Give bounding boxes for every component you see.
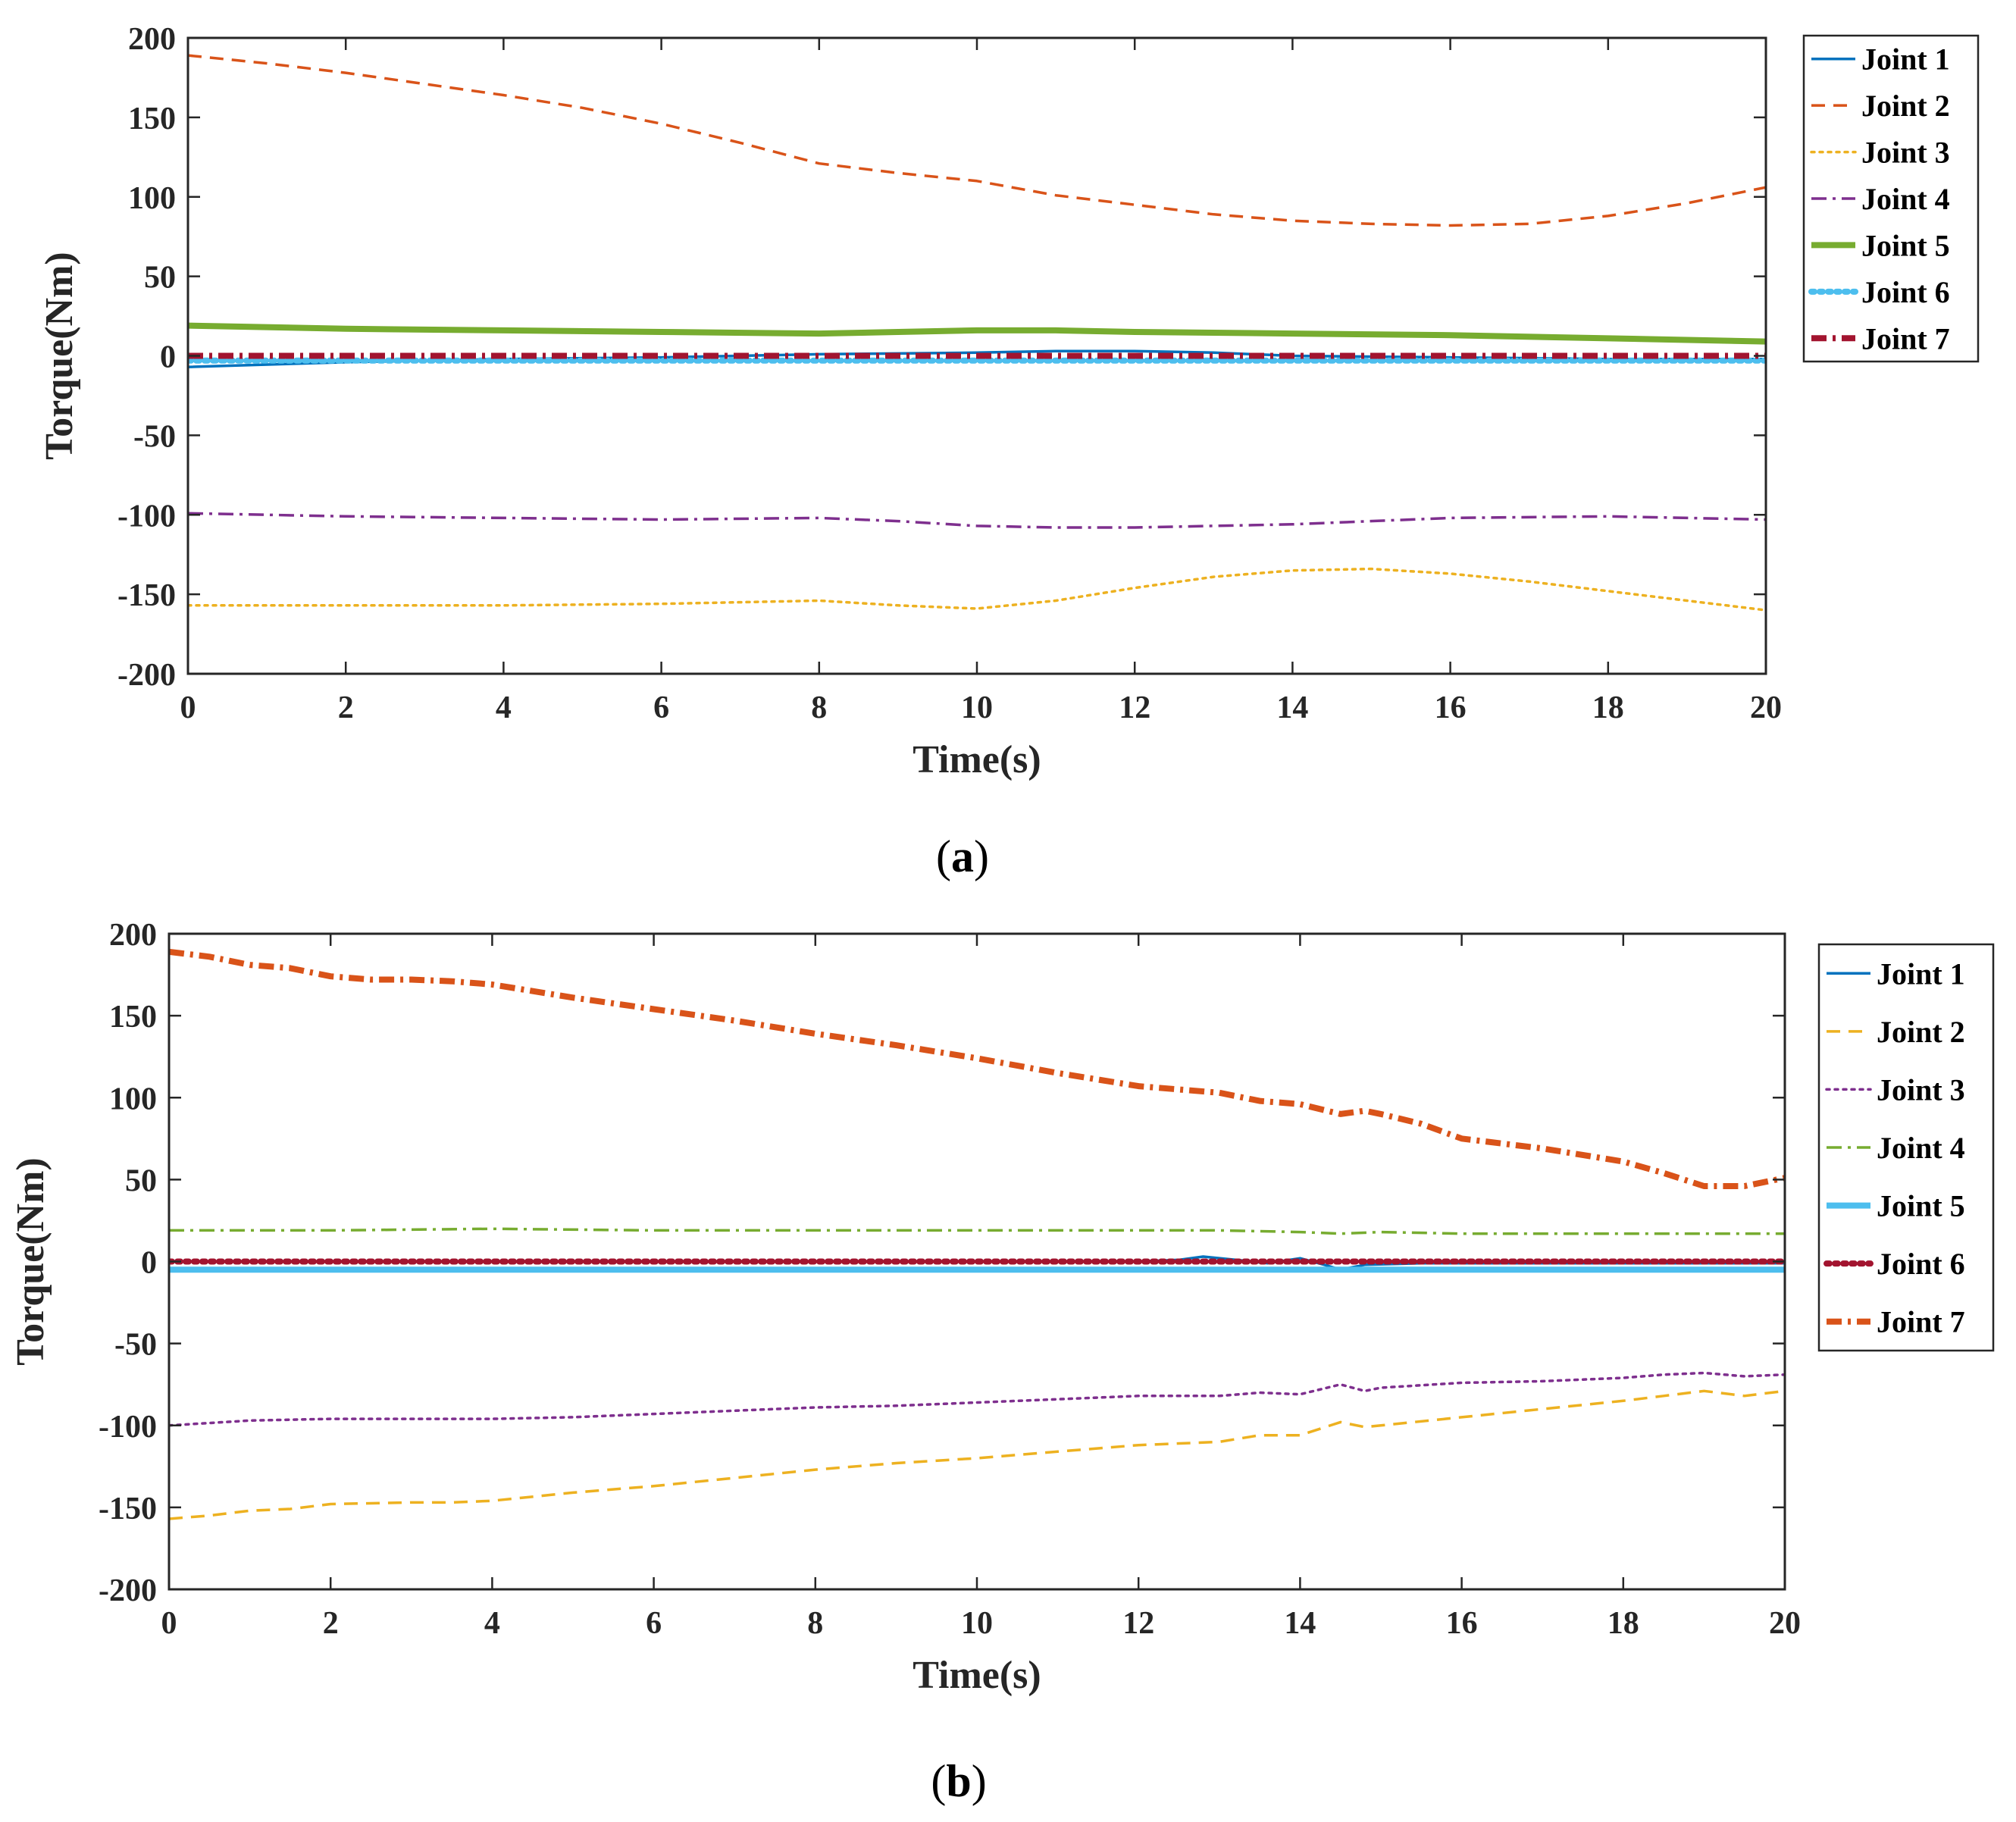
chart-b: 0 2 4 6 8 10 12 14 16 18 20 200 150 100 50 0 -50 -100 -150… (9, 918, 1995, 1806)
x-tick-label: 14 (1284, 1606, 1316, 1641)
legend: Joint 1 Joint 2 Joint 3 Joint 4 Joint 5 Joint… (1817, 943, 1995, 1352)
legend-entry-label: Joint 7 (1877, 1305, 1965, 1339)
x-tick-label: 2 (338, 690, 354, 725)
y-tick-label: 0 (141, 1246, 157, 1281)
y-tick-label: -200 (117, 658, 176, 693)
figure-caption: (b) (931, 1756, 986, 1806)
legend: Joint 1 Joint 2 Joint 3 Joint 4 Joint 5 Joint… (1802, 34, 1980, 363)
y-tick-label: -150 (117, 578, 176, 613)
legend-entry-label: Joint 3 (1861, 136, 1950, 170)
x-tick-label: 16 (1446, 1606, 1478, 1641)
x-tick-label: 6 (653, 690, 669, 725)
x-tick-label: 10 (961, 1606, 993, 1641)
y-tick-label: -100 (99, 1410, 157, 1445)
chart-a: 0 2 4 6 8 10 12 14 16 18 20 200 150 100 50 0 -50 -100 -150… (38, 22, 1980, 881)
legend-entry-label: Joint 4 (1861, 182, 1950, 216)
legend-entry-label: Joint 1 (1861, 42, 1950, 77)
x-tick-label: 6 (646, 1606, 662, 1641)
x-tick-label: 20 (1769, 1606, 1801, 1641)
legend-entry-label: Joint 5 (1877, 1189, 1965, 1223)
series-lines (188, 54, 1766, 612)
y-tick-label: -100 (117, 499, 176, 534)
series-line-joint-2 (169, 1389, 1785, 1520)
y-tick-label: -50 (133, 419, 176, 454)
x-axis-label: Time(s) (913, 738, 1041, 781)
y-tick-label: 200 (128, 22, 176, 57)
legend-entry-label: Joint 6 (1877, 1247, 1965, 1281)
legend-entry-label: Joint 6 (1861, 275, 1950, 309)
legend-entry-label: Joint 3 (1877, 1072, 1965, 1107)
y-tick-label: -50 (114, 1328, 157, 1363)
x-tick-label: 20 (1750, 690, 1782, 725)
x-tick-label: 12 (1122, 1606, 1154, 1641)
y-tick-label: -150 (99, 1492, 157, 1526)
x-tick-label: 8 (807, 1606, 823, 1641)
y-tick-label: 50 (144, 261, 176, 296)
y-tick-label: 0 (160, 340, 176, 375)
x-tick-label: 8 (811, 690, 827, 725)
legend-entry-label: Joint 2 (1877, 1015, 1965, 1049)
y-tick-label: 200 (109, 918, 157, 953)
legend-entry-label: Joint 4 (1877, 1131, 1965, 1165)
legend-entry-label: Joint 2 (1861, 89, 1950, 123)
series-line-joint-7 (169, 948, 1785, 1189)
series-line-joint-2 (188, 54, 1766, 227)
y-axis-label: Torque(Nm) (9, 1157, 52, 1365)
series-line-joint-4 (188, 512, 1766, 529)
series-lines (169, 948, 1785, 1520)
y-tick-label: -200 (99, 1573, 157, 1608)
x-tick-label: 12 (1119, 690, 1150, 725)
series-line-joint-5 (188, 322, 1766, 345)
legend-entry-label: Joint 7 (1861, 321, 1950, 355)
legend-entry-label: Joint 1 (1877, 956, 1965, 991)
series-line-joint-3 (169, 1371, 1785, 1427)
x-tick-label: 4 (496, 690, 512, 725)
caption-letter: a (951, 831, 974, 881)
y-axis-label: Torque(Nm) (38, 252, 81, 459)
x-tick-label: 10 (961, 690, 993, 725)
x-tick-label: 0 (180, 690, 196, 725)
x-tick-label: 2 (323, 1606, 339, 1641)
caption-letter: b (946, 1756, 971, 1806)
x-tick-label: 16 (1435, 690, 1467, 725)
figure-caption: (a) (936, 831, 989, 881)
y-tick-label: 50 (125, 1163, 157, 1198)
legend-entry-label: Joint 5 (1861, 228, 1950, 262)
x-tick-label: 14 (1276, 690, 1308, 725)
series-line-joint-3 (188, 567, 1766, 612)
y-tick-label: 100 (109, 1082, 157, 1116)
x-tick-label: 4 (484, 1606, 500, 1641)
x-tick-label: 0 (161, 1606, 177, 1641)
x-tick-label: 18 (1592, 690, 1624, 725)
series-line-joint-4 (169, 1227, 1785, 1235)
y-tick-label: 100 (128, 181, 176, 216)
x-axis-label: Time(s) (913, 1654, 1041, 1697)
y-tick-label: 150 (128, 102, 176, 136)
x-tick-label: 18 (1607, 1606, 1639, 1641)
y-tick-label: 150 (109, 1000, 157, 1035)
